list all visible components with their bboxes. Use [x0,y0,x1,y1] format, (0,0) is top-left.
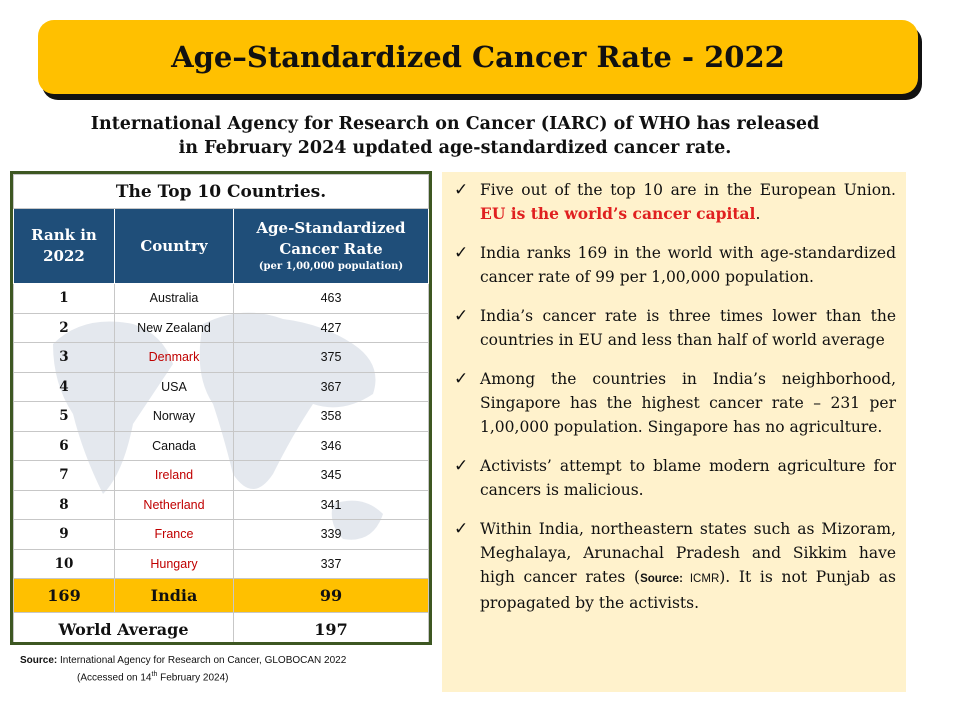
cell-rank: 7 [13,460,115,491]
key-points-panel: ✓ Five out of the top 10 are in the Euro… [442,172,906,692]
point-2: ✓ India ranks 169 in the world with age-… [454,241,896,289]
point-2-text: India ranks 169 in the world with age-st… [480,244,896,286]
cell-rank: 4 [13,371,115,402]
cell-rate: 341 [233,489,429,520]
cell-rank: 8 [13,489,115,520]
point-4-text: Among the countries in India’s neighborh… [480,370,896,436]
cell-country: France [114,519,234,550]
world-average-label: World Average [13,612,234,642]
world-average-row: World Average 197 [13,612,429,642]
check-icon: ✓ [454,306,469,326]
cell-country: New Zealand [114,312,234,343]
point-3-text: India’s cancer rate is three times lower… [480,307,896,349]
source-text: International Agency for Research on Can… [60,655,347,666]
point-3: ✓ India’s cancer rate is three times low… [454,304,896,352]
cell-rank: 10 [13,548,115,579]
table-row: 8 Netherland 341 [13,489,429,520]
check-icon: ✓ [454,456,469,476]
accessed-post: February 2024) [157,672,229,684]
cell-rate: 345 [233,460,429,491]
table-row: 4 USA 367 [13,371,429,402]
table-row: 3 Denmark 375 [13,342,429,373]
cancer-rate-table: The Top 10 Countries. Rank in 2022 Count… [10,171,432,645]
table-row: 1 Australia 463 [13,283,429,314]
cell-country: Hungary [114,548,234,579]
point-6: ✓ Within India, northeastern states such… [454,517,896,615]
table-row: 9 France 339 [13,519,429,550]
table-row: 10 Hungary 337 [13,548,429,579]
point-5: ✓ Activists’ attempt to blame modern agr… [454,454,896,502]
subtitle-line-1: International Agency for Research on Can… [90,114,820,134]
point-6-text: Within India, northeastern states such a… [480,520,896,586]
check-icon: ✓ [454,243,469,263]
table-row: 6 Canada 346 [13,430,429,461]
page-title: Age–Standardized Cancer Rate - 2022 [38,20,918,94]
cell-rate: 337 [233,548,429,579]
table-body: 1 Australia 463 2 New Zealand 427 3 Denmark 375 4… [13,283,429,579]
cell-rate: 375 [233,342,429,373]
point-4: ✓ Among the countries in India’s neighbo… [454,367,896,439]
subtitle: International Agency for Research on Can… [60,112,850,160]
table-grid: The Top 10 Countries. Rank in 2022 Count… [13,174,429,642]
cell-country: Netherland [114,489,234,520]
point-6-source-label: Source: [640,573,683,585]
cell-rank: 9 [13,519,115,550]
point-1-text: Five out of the top 10 are in the Europe… [480,181,896,199]
title-banner: Age–Standardized Cancer Rate - 2022 [38,20,922,100]
table-row: 7 Ireland 345 [13,460,429,491]
cell-rank: 5 [13,401,115,432]
header-country: Country [114,208,234,284]
table-caption-row: The Top 10 Countries. [13,174,429,209]
cell-country: Denmark [114,342,234,373]
cell-rank: 2 [13,312,115,343]
india-country: India [114,578,234,613]
point-1-end: . [755,205,761,223]
point-1: ✓ Five out of the top 10 are in the Euro… [454,178,896,226]
cell-country: Australia [114,283,234,314]
source-label: Source: [20,655,58,666]
point-1-highlight: EU is the world’s cancer capital [480,204,756,223]
world-average-rate: 197 [233,612,429,642]
table-header-row: Rank in 2022 Country Age-Standardized Ca… [13,208,429,284]
cell-rank: 6 [13,430,115,461]
table-row: 2 New Zealand 427 [13,312,429,343]
cell-rank: 3 [13,342,115,373]
check-icon: ✓ [454,369,469,389]
check-icon: ✓ [454,519,469,539]
india-row: 169 India 99 [13,578,429,613]
table-caption: The Top 10 Countries. [13,174,429,209]
cell-rate: 463 [233,283,429,314]
cell-country: Canada [114,430,234,461]
cell-rank: 1 [13,283,115,314]
header-rate: Age-Standardized Cancer Rate (per 1,00,0… [233,208,429,284]
header-rank: Rank in 2022 [13,208,115,284]
point-5-text: Activists’ attempt to blame modern agric… [480,457,896,499]
accessed-sup: th [151,671,158,678]
cell-rate: 339 [233,519,429,550]
source-note: Source: International Agency for Researc… [20,654,346,685]
india-rate: 99 [233,578,429,613]
header-rate-label: Age-Standardized Cancer Rate [256,219,406,258]
accessed-pre: (Accessed on 14 [77,672,152,684]
cell-country: Ireland [114,460,234,491]
cell-rate: 427 [233,312,429,343]
cell-country: Norway [114,401,234,432]
point-6-end: ). It is not Punjab as propagated by the… [480,568,896,612]
header-rate-note: (per 1,00,000 population) [258,261,404,272]
cell-country: USA [114,371,234,402]
source-accessed: (Accessed on 14th February 2024) [20,668,346,685]
check-icon: ✓ [454,180,469,200]
cell-rate: 367 [233,371,429,402]
cell-rate: 346 [233,430,429,461]
point-6-source: ICMR [682,573,720,585]
india-rank: 169 [13,578,115,613]
subtitle-line-2: in February 2024 updated age-standardize… [178,138,732,158]
cell-rate: 358 [233,401,429,432]
table-row: 5 Norway 358 [13,401,429,432]
